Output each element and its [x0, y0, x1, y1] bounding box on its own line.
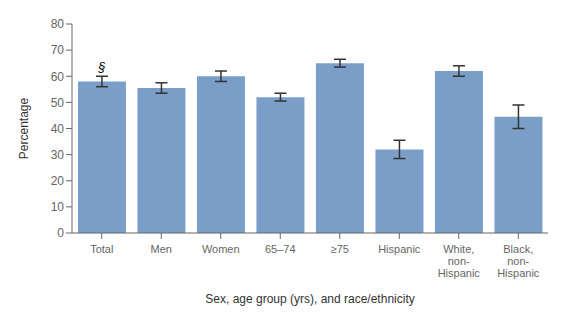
svg-text:0: 0: [57, 226, 64, 240]
svg-text:Total: Total: [90, 243, 113, 255]
svg-text:40: 40: [51, 122, 65, 136]
svg-text:Percentage: Percentage: [17, 97, 31, 159]
svg-text:10: 10: [51, 200, 65, 214]
svg-text:White,non-Hispanic: White,non-Hispanic: [438, 243, 481, 279]
svg-text:Black,non-Hispanic: Black,non-Hispanic: [497, 243, 540, 279]
svg-text:Sex, age group (yrs), and race: Sex, age group (yrs), and race/ethnicity: [205, 292, 414, 306]
svg-text:Men: Men: [151, 243, 172, 255]
svg-text:≥75: ≥75: [331, 243, 349, 255]
svg-text:20: 20: [51, 174, 65, 188]
svg-text:30: 30: [51, 148, 65, 162]
svg-text:§: §: [97, 59, 105, 74]
svg-text:80: 80: [51, 17, 65, 31]
svg-text:65–74: 65–74: [265, 243, 296, 255]
svg-text:70: 70: [51, 43, 65, 57]
svg-text:Women: Women: [202, 243, 240, 255]
svg-text:60: 60: [51, 70, 65, 84]
svg-text:Hispanic: Hispanic: [378, 243, 421, 255]
svg-text:50: 50: [51, 96, 65, 110]
